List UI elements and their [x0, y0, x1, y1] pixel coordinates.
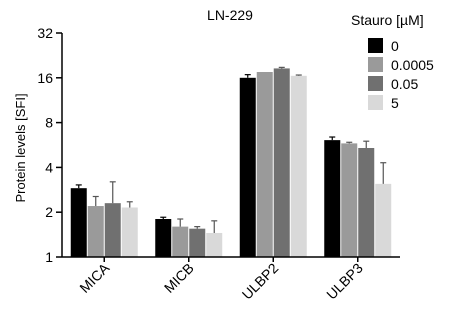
legend-swatch — [368, 95, 383, 110]
bar-ulbp2-1 — [256, 72, 273, 257]
legend: Stauro [µM] 0 0.0005 0.05 5 — [351, 12, 434, 111]
bar-mica-1 — [87, 206, 104, 257]
legend-title: Stauro [µM] — [351, 12, 424, 28]
bar-ulbp3-2 — [358, 148, 375, 257]
bars-group — [70, 66, 392, 257]
legend-label: 0.05 — [391, 76, 418, 92]
y-tick-label: 16 — [37, 70, 53, 86]
bar-micb-2 — [189, 228, 206, 257]
legend-swatch — [368, 38, 383, 53]
x-tick-label: MICA — [76, 259, 113, 296]
x-tick-label: ULBP3 — [323, 260, 366, 303]
legend-label: 0.0005 — [391, 57, 434, 73]
x-axis: MICA MICB ULBP2 ULBP3 — [62, 256, 400, 303]
bar-mica-0 — [70, 188, 87, 257]
y-tick-label: 1 — [45, 249, 53, 265]
y-tick-label: 8 — [45, 115, 53, 131]
bar-ulbp3-3 — [375, 183, 392, 257]
bar-ulbp2-2 — [273, 68, 290, 257]
bar-micb-1 — [172, 226, 189, 257]
chart-title: LN-229 — [207, 7, 253, 23]
y-axis-title: Protein levels [SFI] — [13, 93, 28, 202]
bar-mica-2 — [104, 203, 121, 257]
bar-mica-3 — [121, 207, 138, 257]
bar-micb-3 — [206, 232, 223, 257]
bar-ulbp2-3 — [290, 75, 307, 257]
y-tick-label: 4 — [45, 159, 53, 175]
legend-swatch — [368, 76, 383, 91]
y-tick-label: 32 — [37, 25, 53, 41]
x-tick-label: ULBP2 — [239, 260, 282, 303]
bar-micb-0 — [155, 219, 172, 257]
bar-ulbp3-0 — [324, 140, 341, 257]
legend-label: 5 — [391, 95, 399, 111]
bar-ulbp2-0 — [239, 77, 256, 257]
y-axis: 1 2 4 8 16 32 — [37, 25, 63, 265]
x-tick-label: MICB — [161, 260, 197, 296]
legend-swatch — [368, 57, 383, 72]
legend-label: 0 — [391, 38, 399, 54]
y-tick-label: 2 — [45, 204, 53, 220]
bar-ulbp3-1 — [341, 143, 358, 257]
